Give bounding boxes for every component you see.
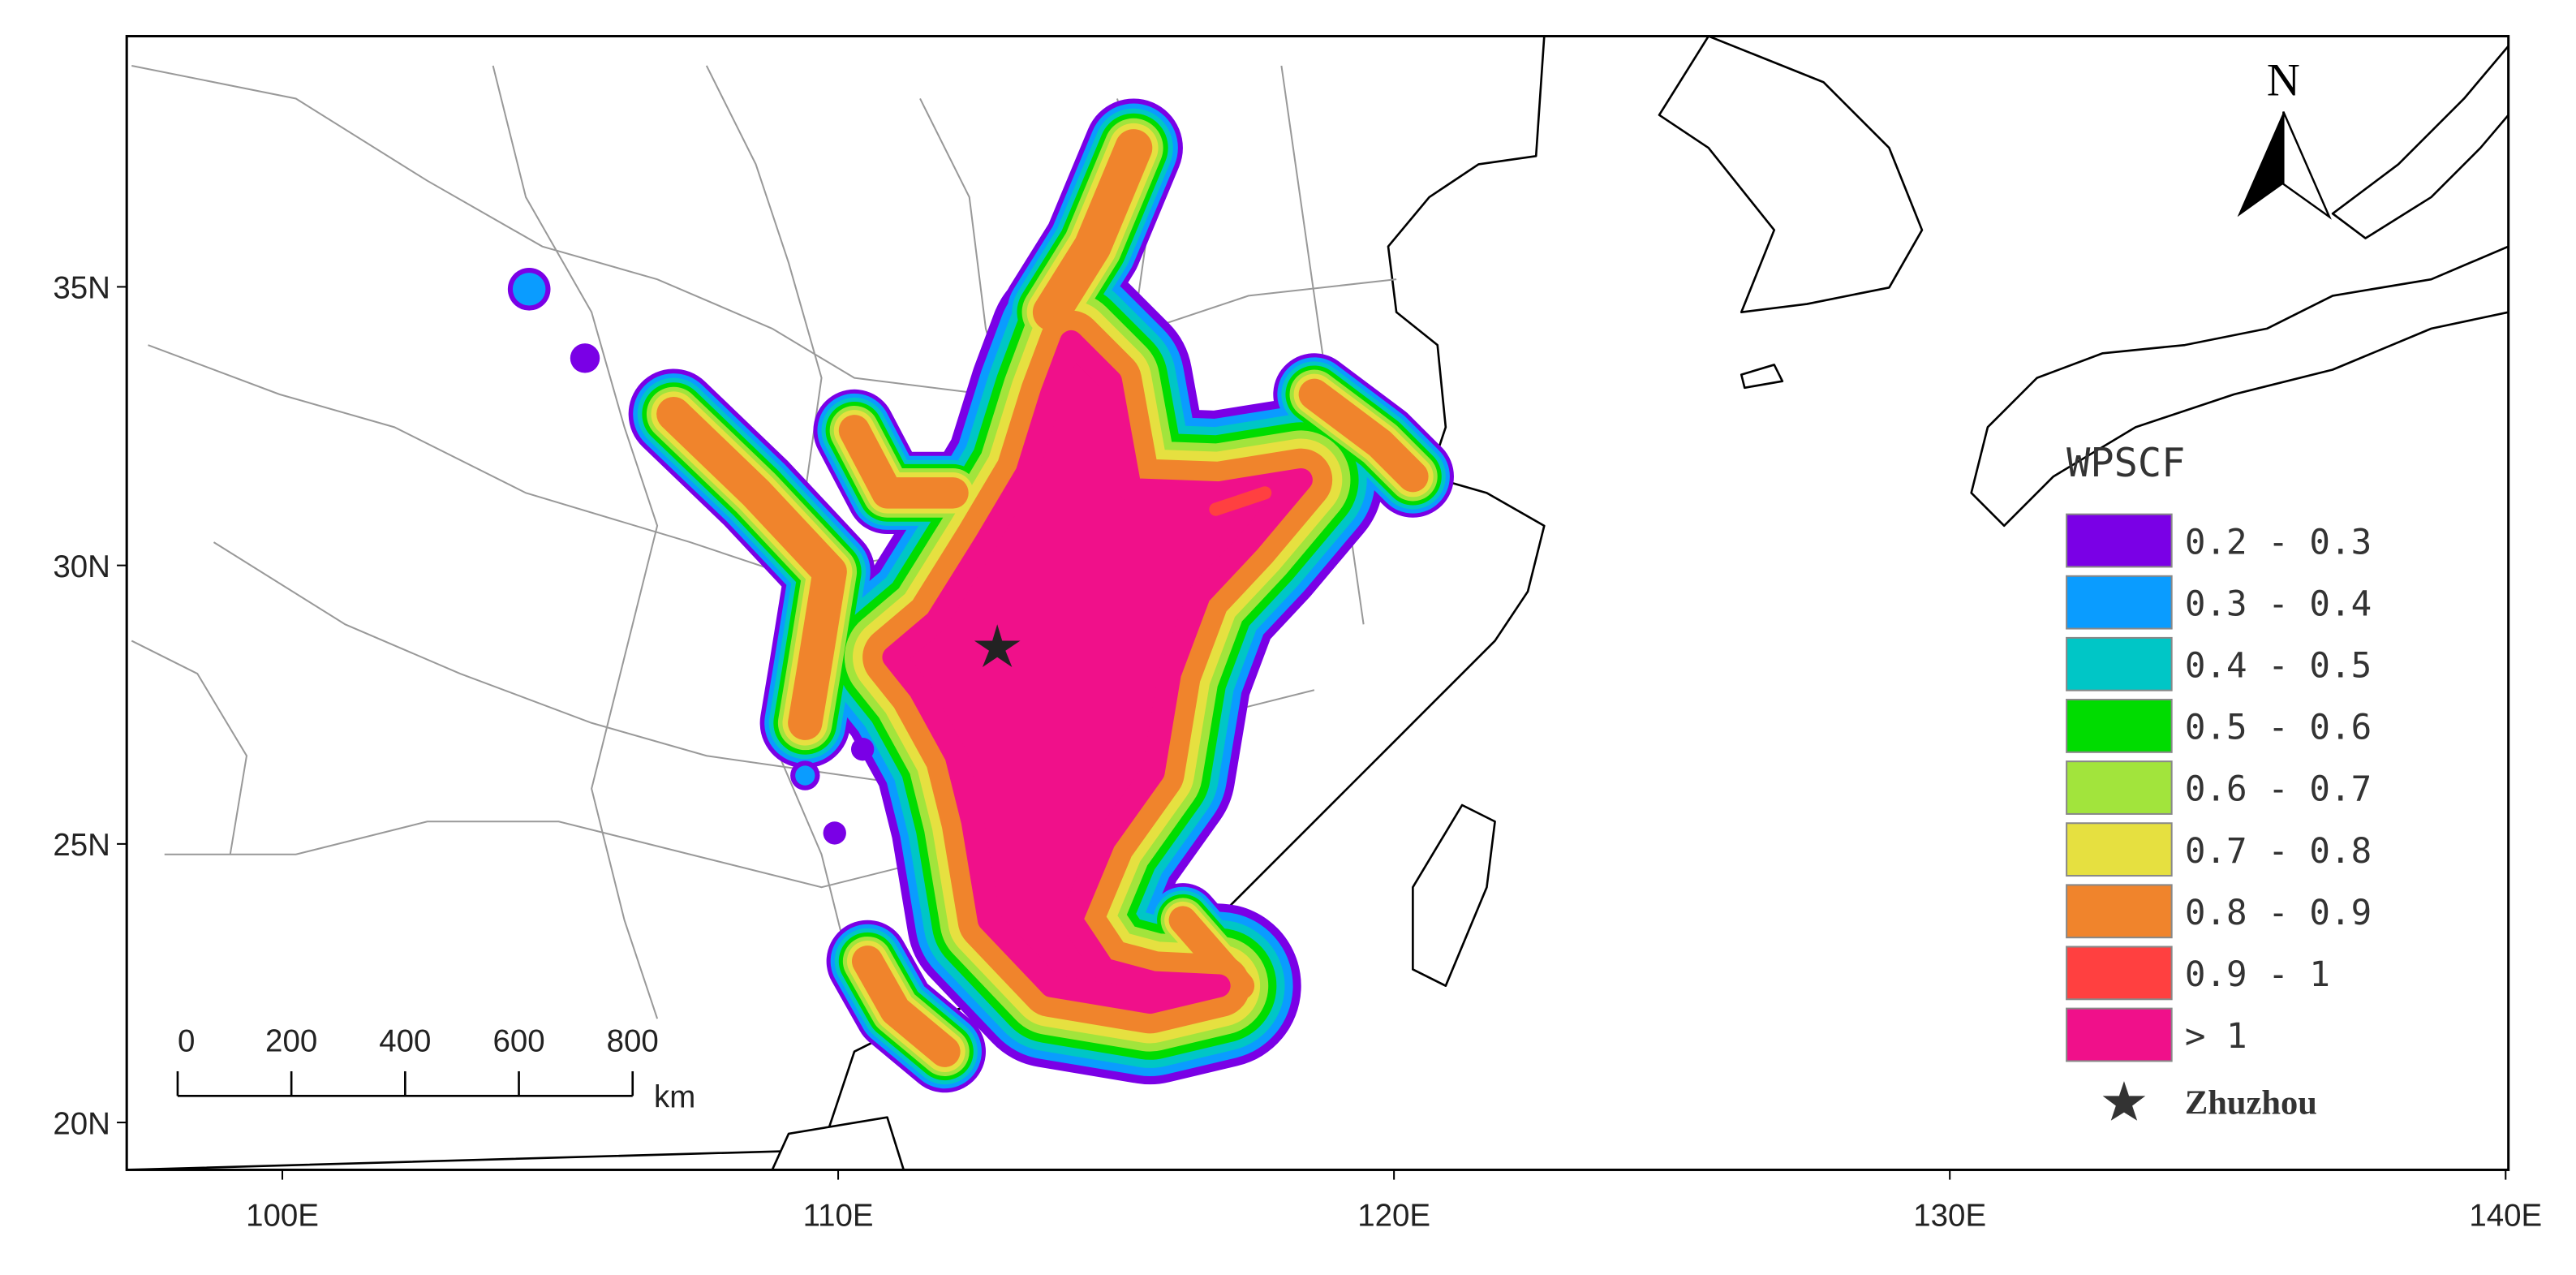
legend-label: 0.3 - 0.4 [2185, 584, 2372, 624]
wpscf-band [1298, 378, 1429, 493]
wpscf-band [1032, 129, 1153, 331]
x-tick-label: 130E [1913, 1198, 1986, 1233]
plot-frame [125, 35, 2510, 1171]
y-tick-label: 35N [53, 271, 110, 306]
zhuzhou-marker [974, 624, 1021, 667]
coastline [1658, 36, 1924, 313]
wpscf-band [1209, 486, 1272, 516]
wpscf-band [851, 945, 961, 1067]
coastline [1740, 364, 1784, 390]
scale-label: 800 [607, 1024, 659, 1059]
wpscf-spot [850, 737, 875, 761]
legend-swatch [2066, 513, 2173, 568]
axes: 100E 110E 120E 130E 140E 20N 25N 30N 35N [53, 271, 2542, 1234]
legend-swatch [2066, 636, 2173, 691]
wpscf-spot [795, 765, 815, 786]
x-tick-label: 120E [1357, 1198, 1430, 1233]
legend-swatch [2066, 760, 2173, 815]
legend-label: 0.8 - 0.9 [2185, 894, 2372, 933]
wpscf-band [656, 397, 847, 740]
wpscf-field [507, 98, 1454, 1093]
scale-bar: 0 200 400 600 800 km [176, 1024, 695, 1115]
north-arrow [2237, 111, 2284, 218]
legend: WPSCF Zhuzhou 0.2 - 0.3 0.3 - 0.4 0.4 - 0.… [2066, 441, 2372, 1122]
legend-marker [2102, 1081, 2146, 1121]
y-tick-label: 20N [53, 1106, 110, 1141]
scale-label: 200 [265, 1024, 317, 1059]
legend-label: > 1 [2185, 1017, 2247, 1057]
legend-label: 0.7 - 0.8 [2185, 832, 2372, 872]
legend-title: WPSCF [2066, 441, 2185, 486]
x-tick-label: 100E [246, 1198, 319, 1233]
north-label: N [2267, 54, 2300, 106]
scale-unit: km [654, 1080, 695, 1115]
y-tick-label: 30N [53, 549, 110, 584]
legend-label: 0.5 - 0.6 [2185, 709, 2372, 748]
legend-swatch [2066, 945, 2173, 1001]
north-arrow [2282, 111, 2332, 220]
coastline [1970, 245, 2509, 528]
wpscf-band [838, 415, 969, 509]
legend-swatch [2066, 1007, 2173, 1062]
map-area [127, 36, 2509, 1170]
wpscf-spot [512, 273, 546, 306]
scale-label: 400 [379, 1024, 431, 1059]
scale-label: 600 [492, 1024, 544, 1059]
legend-label: 0.2 - 0.3 [2185, 523, 2372, 562]
wpscf-spot [823, 821, 846, 845]
coastline [771, 1116, 905, 1170]
legend-swatch [2066, 699, 2173, 753]
legend-swatch [2066, 884, 2173, 939]
wpscf-band [882, 330, 1313, 1014]
coastline [2331, 45, 2509, 239]
legend-label: 0.4 - 0.5 [2185, 646, 2372, 686]
legend-label: 0.9 - 1 [2185, 955, 2330, 995]
wpscf-spot [570, 343, 600, 373]
legend-label: 0.6 - 0.7 [2185, 770, 2372, 810]
x-tick-label: 140E [2469, 1198, 2542, 1233]
legend-swatch [2066, 822, 2173, 877]
x-tick-label: 110E [803, 1198, 874, 1233]
coastline [1412, 803, 1496, 988]
scale-label: 0 [178, 1024, 195, 1059]
y-tick-label: 25N [53, 828, 110, 863]
legend-swatch [2066, 575, 2173, 630]
legend-marker-label: Zhuzhou [2185, 1084, 2317, 1122]
